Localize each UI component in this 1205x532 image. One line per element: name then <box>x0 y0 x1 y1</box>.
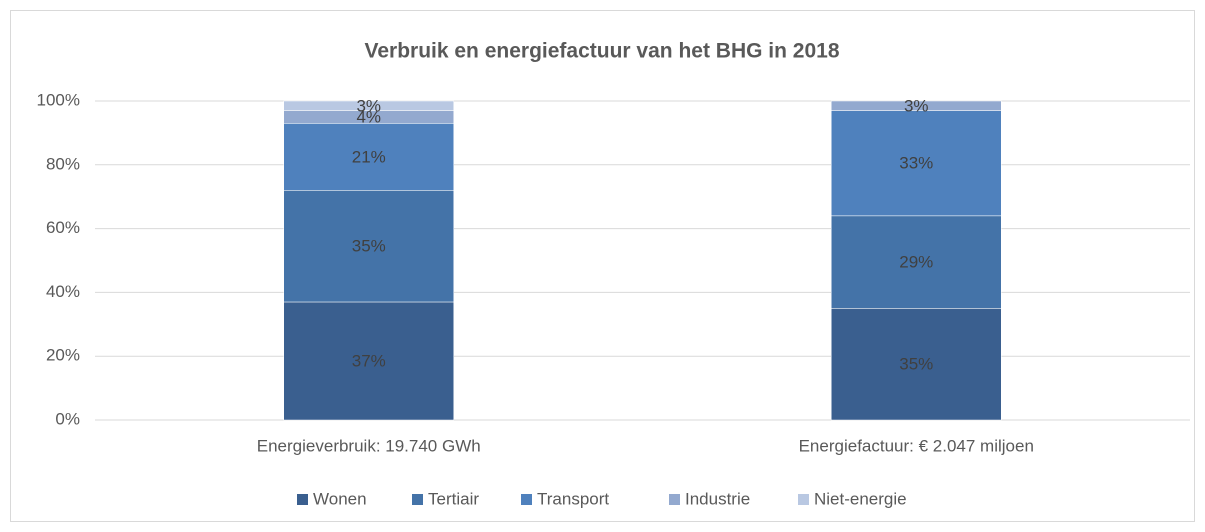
legend-label: Industrie <box>685 489 750 508</box>
y-tick-label: 60% <box>46 218 80 237</box>
data-label: 29% <box>899 253 933 272</box>
data-label: 33% <box>899 154 933 173</box>
legend-swatch <box>412 494 423 505</box>
legend-swatch <box>297 494 308 505</box>
bar-segment <box>831 100 1002 111</box>
data-label: 3% <box>356 96 381 115</box>
legend-swatch <box>798 494 809 505</box>
legend-label: Niet-energie <box>814 489 907 508</box>
legend-label: Transport <box>537 489 609 508</box>
data-label: 35% <box>352 237 386 256</box>
chart-title: Verbruik en energiefactuur van het BHG i… <box>365 40 840 63</box>
data-label: 3% <box>904 96 929 115</box>
data-label: 4% <box>356 107 381 126</box>
y-tick-label: 100% <box>37 90 80 109</box>
y-tick-label: 80% <box>46 154 80 173</box>
bar-segment <box>283 301 454 421</box>
data-label: 35% <box>899 355 933 374</box>
y-tick-label: 20% <box>46 346 80 365</box>
legend-swatch <box>669 494 680 505</box>
bar-segment <box>831 308 1002 421</box>
bar-segment <box>283 100 454 111</box>
legend-label: Wonen <box>313 489 367 508</box>
y-tick-label: 0% <box>55 409 80 428</box>
data-label: 21% <box>352 147 386 166</box>
legend-label: Tertiair <box>428 489 479 508</box>
data-label: 37% <box>352 351 386 370</box>
bar-segment <box>283 190 454 303</box>
x-tick-label: Energiefactuur: € 2.047 miljoen <box>799 436 1034 455</box>
legend-swatch <box>521 494 532 505</box>
x-tick-label: Energieverbruik: 19.740 GWh <box>257 436 481 455</box>
bar-segment <box>831 110 1002 217</box>
y-tick-label: 40% <box>46 282 80 301</box>
